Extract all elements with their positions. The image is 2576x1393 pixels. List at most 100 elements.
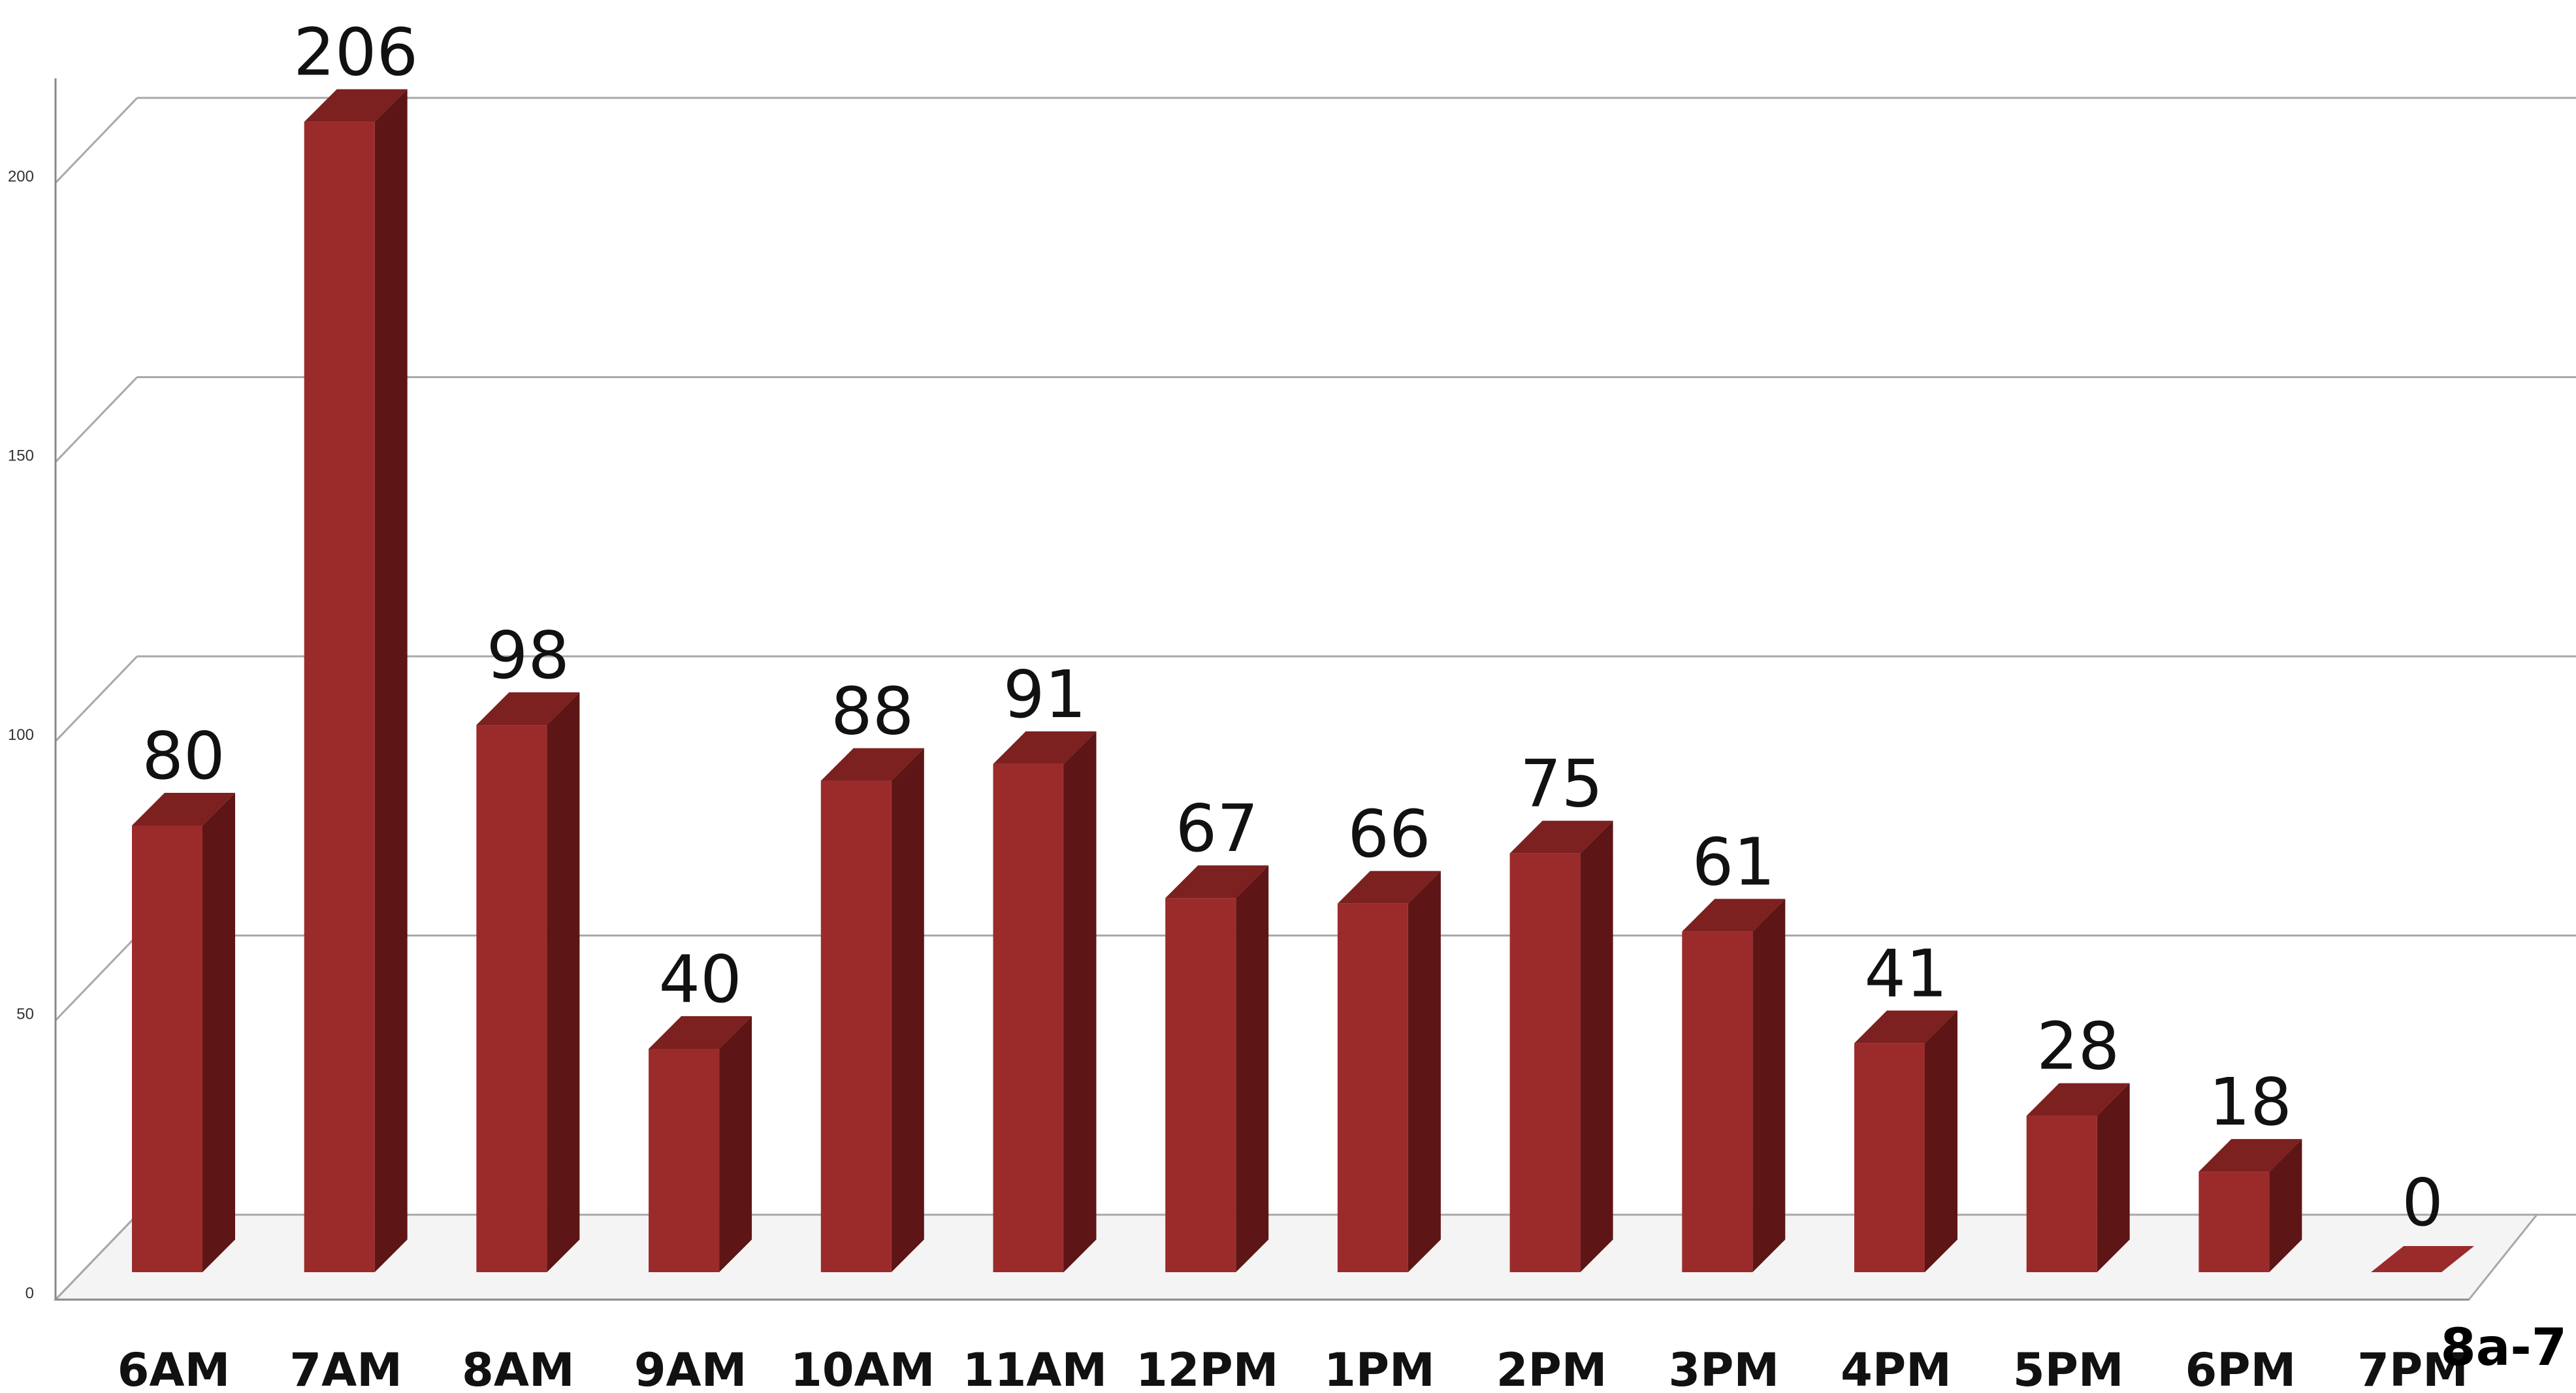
gridline-depth bbox=[54, 376, 138, 463]
bar bbox=[649, 1016, 752, 1272]
bar bbox=[304, 89, 408, 1273]
bar-top bbox=[304, 89, 408, 122]
bar-front bbox=[1337, 903, 1408, 1272]
bar bbox=[1682, 899, 1786, 1272]
bar-front bbox=[304, 121, 375, 1273]
x-tick-label: 12PM bbox=[1136, 1343, 1278, 1393]
bar-side bbox=[1580, 820, 1613, 1272]
gridlines bbox=[54, 97, 2576, 1301]
bar-front bbox=[2198, 1172, 2270, 1272]
y-tick-label: 50 bbox=[16, 1005, 34, 1023]
data-label: 88 bbox=[831, 673, 914, 750]
bar-flat bbox=[2371, 1246, 2475, 1272]
bar-front bbox=[1509, 853, 1581, 1272]
x-tick-label: 4PM bbox=[1841, 1343, 1952, 1393]
y-tick-label: 100 bbox=[8, 726, 34, 744]
bar-side bbox=[719, 1016, 752, 1272]
bar-front bbox=[2026, 1115, 2097, 1272]
data-label: 66 bbox=[1347, 796, 1430, 873]
gridline-depth bbox=[54, 935, 138, 1021]
data-label: 18 bbox=[2209, 1064, 2292, 1140]
bar-front bbox=[476, 725, 547, 1272]
bar-side bbox=[1236, 865, 1269, 1272]
bar bbox=[2026, 1083, 2130, 1272]
x-tick-label: 2PM bbox=[1496, 1343, 1607, 1393]
bar-top bbox=[1854, 1010, 1957, 1044]
bar bbox=[820, 748, 924, 1272]
bar-top bbox=[476, 692, 580, 726]
bar-top bbox=[132, 792, 235, 825]
bar-front bbox=[1682, 931, 1753, 1272]
bar-side bbox=[1925, 1010, 1957, 1272]
bar bbox=[1509, 820, 1613, 1272]
gridline-depth bbox=[54, 655, 138, 743]
data-label: 206 bbox=[293, 14, 418, 91]
x-tick-label: 6PM bbox=[2185, 1343, 2296, 1393]
data-label: 61 bbox=[1692, 824, 1775, 900]
bar-top bbox=[993, 731, 1097, 764]
gridline-depth bbox=[54, 1213, 138, 1301]
data-label: 80 bbox=[142, 718, 225, 794]
data-label: 28 bbox=[2037, 1008, 2119, 1085]
y-tick-label: 0 bbox=[25, 1285, 34, 1302]
bar-front bbox=[993, 763, 1064, 1272]
bar bbox=[1165, 865, 1269, 1272]
bar-top bbox=[1165, 865, 1269, 899]
x-tick-label: 8AM bbox=[462, 1343, 575, 1393]
bar-top bbox=[2198, 1139, 2302, 1172]
data-label: 40 bbox=[658, 941, 741, 1017]
floor-plane bbox=[53, 1213, 2539, 1301]
bar-side bbox=[202, 792, 235, 1272]
bar bbox=[993, 731, 1097, 1272]
x-tick-label: 6AM bbox=[118, 1343, 231, 1393]
y-tick-label: 200 bbox=[8, 168, 34, 185]
bar-top bbox=[2026, 1083, 2130, 1116]
data-label: 98 bbox=[487, 617, 570, 694]
bar-side bbox=[2269, 1139, 2302, 1272]
bar-front bbox=[649, 1048, 720, 1272]
bar bbox=[2371, 1246, 2475, 1272]
axes bbox=[54, 78, 2469, 1301]
data-label: 75 bbox=[1520, 746, 1603, 822]
bar-side bbox=[547, 692, 580, 1272]
bar bbox=[1854, 1010, 1957, 1272]
bar-side bbox=[374, 89, 408, 1273]
bar bbox=[2198, 1139, 2302, 1272]
x-tick-label: 3PM bbox=[1668, 1343, 1779, 1393]
x-tick-label: 10AM bbox=[790, 1343, 935, 1393]
bar bbox=[1337, 871, 1441, 1272]
bar bbox=[132, 792, 235, 1272]
y-tick-labels: 0 50 100 150 200 bbox=[8, 168, 34, 1302]
bar-front bbox=[1854, 1043, 1925, 1272]
y-tick-label: 150 bbox=[8, 447, 34, 464]
bar-front bbox=[820, 780, 892, 1272]
x-tick-label: 1PM bbox=[1324, 1343, 1435, 1393]
data-label: 91 bbox=[1003, 656, 1086, 733]
bar-side bbox=[891, 748, 924, 1272]
corner-label: 8a-7 bbox=[2440, 1319, 2567, 1377]
bar-top bbox=[820, 748, 924, 781]
bar-top bbox=[649, 1016, 752, 1049]
bar-side bbox=[1752, 899, 1786, 1272]
bar-front bbox=[132, 825, 202, 1272]
bar bbox=[476, 692, 580, 1272]
x-tick-labels: 6AM 7AM 8AM 9AM 10AM 11AM 12PM 1PM 2PM 3PM 4PM 5PM 6… bbox=[118, 1343, 2468, 1393]
bar-front bbox=[1165, 898, 1236, 1272]
bar-side bbox=[1408, 871, 1441, 1272]
x-tick-label: 7AM bbox=[289, 1343, 402, 1393]
bar-side bbox=[1063, 731, 1097, 1272]
bar-side bbox=[2097, 1083, 2130, 1272]
data-label: 67 bbox=[1176, 790, 1259, 867]
bar-top bbox=[1509, 820, 1613, 854]
gridline-depth bbox=[54, 97, 138, 184]
data-label: 0 bbox=[2402, 1164, 2443, 1241]
x-tick-label: 11AM bbox=[963, 1343, 1107, 1393]
bar-top bbox=[1682, 899, 1786, 932]
data-labels: 80 206 98 40 88 91 67 66 75 61 41 28 18 0 bbox=[142, 14, 2443, 1241]
x-tick-label: 9AM bbox=[634, 1343, 747, 1393]
x-tick-label: 7PM bbox=[2357, 1343, 2468, 1393]
bars bbox=[132, 89, 2475, 1273]
x-tick-label: 5PM bbox=[2013, 1343, 2124, 1393]
chart-floor bbox=[53, 1213, 2539, 1301]
